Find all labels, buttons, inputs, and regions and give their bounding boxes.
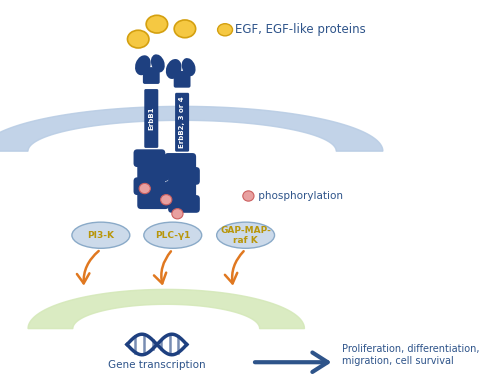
FancyBboxPatch shape [143,67,160,84]
Text: phosphorylation: phosphorylation [255,191,343,201]
FancyBboxPatch shape [144,89,158,148]
Text: ErbB2, 3 or 4: ErbB2, 3 or 4 [179,96,185,148]
FancyBboxPatch shape [134,177,166,195]
FancyBboxPatch shape [175,93,189,152]
Ellipse shape [135,55,150,75]
FancyArrowPatch shape [255,352,328,372]
Ellipse shape [146,15,168,33]
Text: Proliferation, differentiation,
migration, cell survival: Proliferation, differentiation, migratio… [342,344,479,366]
Ellipse shape [172,209,183,219]
FancyBboxPatch shape [138,163,169,181]
FancyArrowPatch shape [77,251,98,283]
FancyArrowPatch shape [225,251,244,283]
Ellipse shape [151,54,164,73]
FancyBboxPatch shape [164,181,196,199]
FancyBboxPatch shape [134,149,166,167]
Text: PI3-K: PI3-K [88,231,115,240]
FancyBboxPatch shape [164,153,196,171]
Text: EGF, EGF-like proteins: EGF, EGF-like proteins [236,23,366,36]
Ellipse shape [243,191,254,201]
Text: PLC-γ1: PLC-γ1 [155,231,190,240]
Text: ErbB1: ErbB1 [148,107,154,130]
Polygon shape [0,106,383,151]
Ellipse shape [182,58,196,76]
Ellipse shape [216,222,274,248]
Ellipse shape [128,30,149,48]
FancyArrowPatch shape [154,251,171,283]
FancyBboxPatch shape [138,191,169,209]
FancyBboxPatch shape [174,71,190,88]
Text: Gene transcription: Gene transcription [108,360,206,370]
Ellipse shape [72,222,130,248]
Polygon shape [28,289,304,328]
Ellipse shape [139,183,150,194]
Ellipse shape [166,59,182,79]
Ellipse shape [160,194,172,205]
Ellipse shape [174,20,196,38]
Ellipse shape [144,222,202,248]
Ellipse shape [218,24,232,36]
FancyBboxPatch shape [168,167,200,185]
Text: GAP-MAP-
raf K: GAP-MAP- raf K [220,225,271,245]
FancyBboxPatch shape [168,195,200,213]
